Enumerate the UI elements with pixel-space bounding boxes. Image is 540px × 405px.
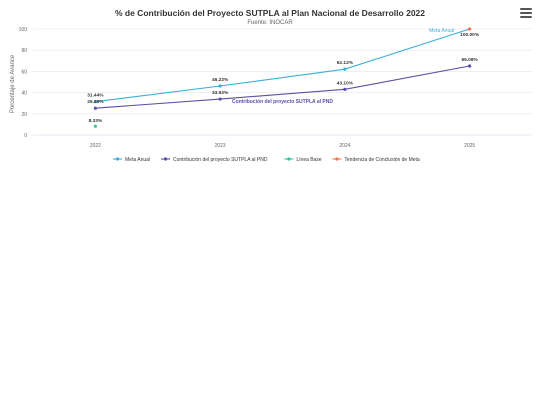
y-tick-label: 0 — [24, 133, 27, 139]
data-point — [218, 84, 222, 88]
data-point — [468, 27, 472, 31]
legend-label: Contribución del proyecto SUTPLA al PND — [173, 157, 268, 163]
data-label: 65.08% — [461, 57, 478, 63]
data-point — [93, 106, 97, 110]
legend-symbol-marker — [163, 157, 168, 161]
data-label: 100.00% — [460, 32, 480, 38]
chart-title: % de Contribución del Proyecto SUTPLA al… — [115, 8, 425, 18]
y-tick-label: 60 — [21, 69, 27, 75]
data-point — [343, 67, 347, 71]
legend-label: Meta Anual — [125, 157, 150, 163]
legend-item[interactable]: Meta Anual — [113, 157, 150, 163]
legend-item[interactable]: Tendencia de Conclusión de Meta — [332, 157, 420, 163]
data-label: 43.10% — [337, 80, 354, 86]
data-label: 8.33% — [89, 118, 103, 124]
data-label: 31.44% — [87, 93, 104, 99]
x-tick-label: 2023 — [215, 143, 226, 149]
y-tick-label: 40 — [21, 91, 27, 97]
x-tick-label: 2024 — [339, 143, 350, 149]
chart-subtitle: Fuente: INOCAR — [247, 20, 293, 26]
legend-symbol-marker — [335, 157, 339, 161]
data-point — [218, 97, 222, 101]
x-tick-label: 2022 — [90, 143, 101, 149]
y-axis-label: Porcentaje de Avance — [10, 54, 16, 113]
data-point — [343, 87, 347, 91]
y-tick-label: 100 — [19, 27, 28, 33]
series-name-label: Meta Anual — [429, 28, 454, 34]
data-label: 46.22% — [212, 77, 229, 83]
hamburger-menu-icon[interactable] — [520, 8, 532, 20]
legend-item[interactable]: Contribución del proyecto SUTPLA al PND — [161, 157, 268, 163]
data-point — [93, 100, 97, 104]
series-name-label: Contribución del proyecto SUTPLA al PND — [232, 99, 333, 105]
y-tick-label: 80 — [21, 48, 27, 54]
series-line — [95, 28, 470, 103]
data-label: 25.28% — [87, 99, 104, 105]
x-tick-label: 2025 — [464, 143, 475, 149]
data-point — [468, 64, 472, 68]
legend-item[interactable]: Línea Base — [284, 157, 322, 163]
legend-symbol-marker — [287, 157, 291, 161]
legend-symbol-marker — [115, 157, 120, 161]
series-line — [95, 65, 470, 109]
legend-label: Línea Base — [296, 157, 322, 163]
data-label: 33.92% — [212, 90, 229, 96]
data-label: 62.12% — [337, 60, 354, 66]
y-tick-label: 20 — [21, 112, 27, 118]
legend-label: Tendencia de Conclusión de Meta — [344, 157, 420, 163]
data-point — [93, 124, 97, 128]
